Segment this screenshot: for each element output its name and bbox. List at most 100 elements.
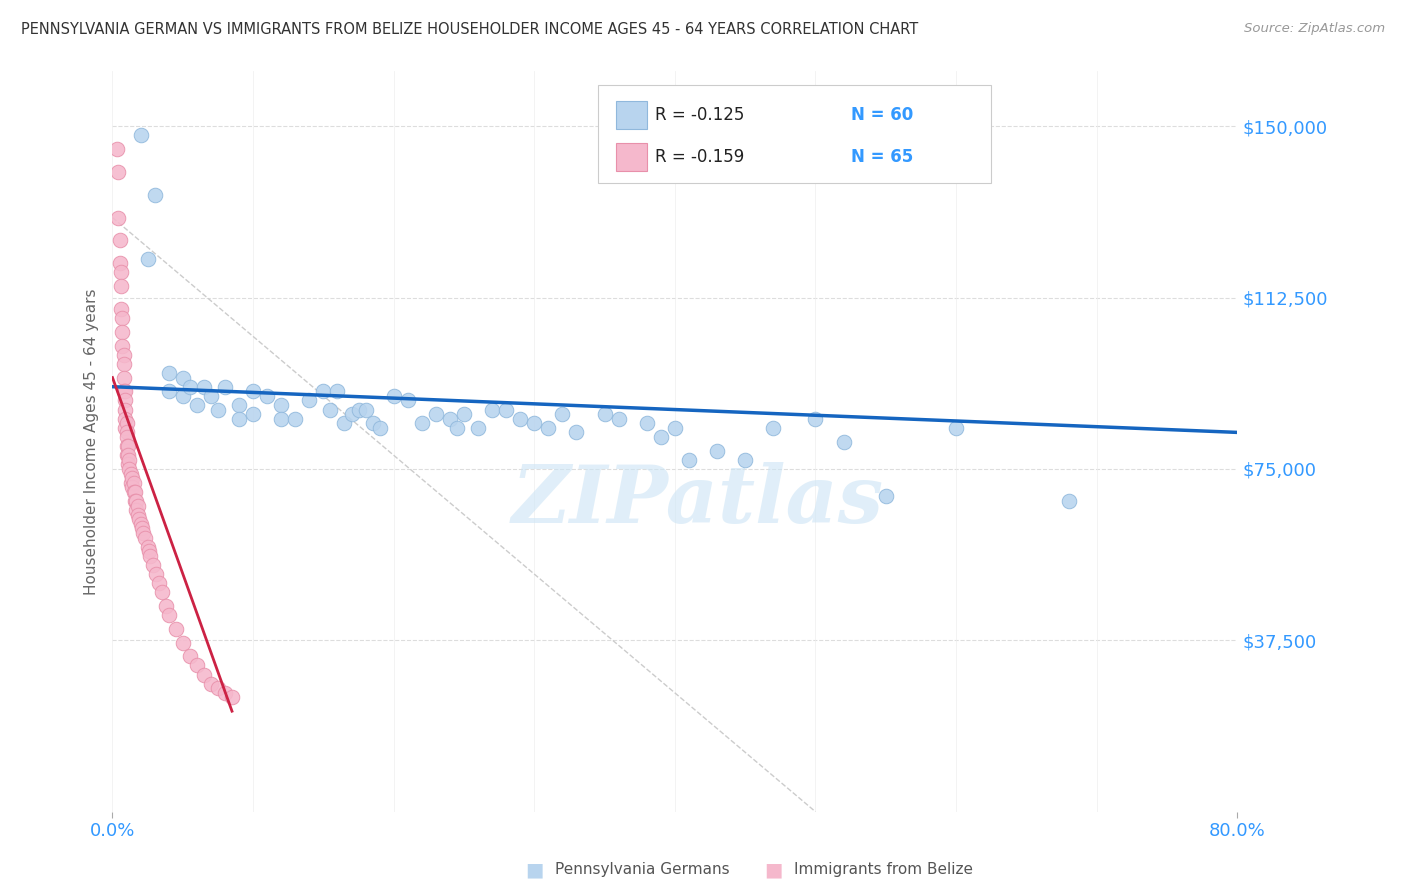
Point [115,448,138,462]
Point [114,402,136,417]
Point [125,494,148,508]
Point [129,516,152,531]
Point [120,467,142,481]
Point [157,366,180,380]
Point [150,585,173,599]
Point [368,421,391,435]
Point [214,380,236,394]
Point [115,425,138,440]
Point [111,311,134,326]
Point [467,421,489,435]
Point [132,525,155,540]
Point [207,402,229,417]
Point [425,407,447,421]
Text: ■: ■ [524,860,544,880]
Point [114,384,136,399]
Point [706,443,728,458]
Point [112,357,135,371]
Point [284,411,307,425]
Point [114,393,136,408]
Point [117,448,139,462]
Point [117,458,139,472]
Point [200,389,222,403]
Point [396,393,419,408]
Point [945,421,967,435]
Point [650,430,672,444]
Point [112,348,135,362]
Point [112,370,135,384]
Point [551,407,574,421]
Point [319,402,342,417]
Point [114,411,136,425]
Point [117,439,139,453]
Point [118,462,141,476]
Point [127,508,149,522]
Point [495,402,517,417]
Point [361,417,384,431]
Point [157,384,180,399]
Text: N = 60: N = 60 [851,106,912,124]
Point [242,384,264,399]
Point [121,480,143,494]
Point [1057,494,1080,508]
Point [136,540,159,554]
Point [200,677,222,691]
Text: R = -0.125: R = -0.125 [655,106,745,124]
Point [509,411,531,425]
Point [142,558,165,572]
Point [127,499,149,513]
Point [118,452,141,467]
Point [326,384,349,399]
Point [115,439,138,453]
Point [804,411,827,425]
Point [128,512,150,526]
Point [120,475,142,490]
Point [108,256,131,270]
Point [354,402,377,417]
Point [124,494,146,508]
Point [122,484,145,499]
Point [270,398,292,412]
Point [228,411,250,425]
Point [340,407,363,421]
Point [157,608,180,623]
Point [115,417,138,431]
Point [145,567,167,582]
Text: Pennsylvania Germans: Pennsylvania Germans [555,863,730,877]
Point [165,622,187,636]
Text: R = -0.159: R = -0.159 [655,148,744,166]
Point [136,252,159,266]
Point [114,421,136,435]
Point [172,635,194,649]
Point [382,389,405,403]
Text: Immigrants from Belize: Immigrants from Belize [794,863,973,877]
Point [131,521,153,535]
Point [664,421,686,435]
Point [439,411,461,425]
Point [298,393,321,408]
Point [593,407,616,421]
Point [172,370,194,384]
Text: ■: ■ [763,860,783,880]
Point [832,434,855,449]
Point [107,211,129,225]
Point [228,398,250,412]
Point [523,417,546,431]
Point [179,380,201,394]
Point [122,475,145,490]
Point [270,411,292,425]
Point [221,690,243,705]
Point [537,421,560,435]
Point [111,338,134,352]
Point [138,544,160,558]
Point [110,301,132,316]
Point [214,686,236,700]
Point [636,417,658,431]
Point [134,531,156,545]
Point [193,380,215,394]
Point [607,411,630,425]
Point [125,503,148,517]
Point [312,384,335,399]
Point [172,389,194,403]
Point [105,142,128,156]
